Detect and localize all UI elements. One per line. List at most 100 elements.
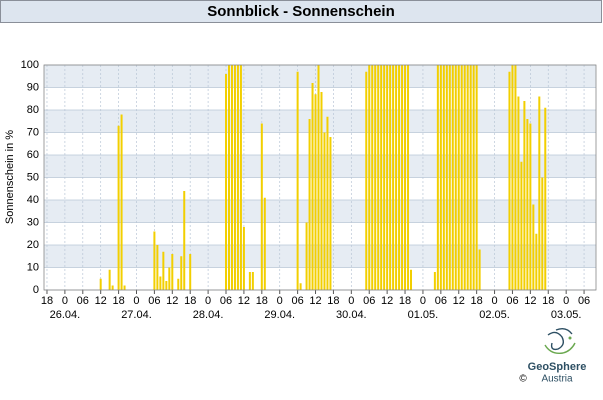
x-tick-label: 18 (112, 295, 124, 307)
bar (398, 65, 401, 290)
x-tick-label: 12 (309, 295, 321, 307)
bar (99, 278, 102, 290)
bar (251, 272, 254, 290)
x-tick-label: 0 (420, 295, 426, 307)
date-label: 01.05. (408, 309, 439, 321)
date-label: 30.04. (336, 309, 367, 321)
x-tick-label: 06 (220, 295, 232, 307)
x-tick-label: 12 (238, 295, 250, 307)
bar (404, 65, 407, 290)
bar (454, 65, 457, 290)
bar (535, 233, 538, 290)
bar (236, 65, 239, 290)
bar (445, 65, 448, 290)
x-tick-label: 18 (327, 295, 339, 307)
plot-frame (43, 64, 597, 291)
y-tick-label: 0 (33, 284, 39, 296)
logo-swirl (544, 342, 576, 355)
y-tick-label: 100 (21, 59, 39, 71)
copyright: © (519, 374, 527, 385)
x-tick-label: 0 (62, 295, 68, 307)
bar (523, 101, 526, 290)
bar (439, 65, 442, 290)
bar (248, 272, 251, 290)
logo (544, 327, 576, 355)
x-tick-label: 18 (542, 295, 554, 307)
chart-title: Sonnblick - Sonnenschein (207, 3, 395, 20)
bar (153, 231, 156, 290)
date-label: 03.05. (551, 309, 582, 321)
bar (311, 83, 314, 290)
y-tick-label: 70 (27, 126, 39, 138)
bar (517, 96, 520, 290)
bar (171, 254, 174, 290)
bar (123, 285, 126, 290)
x-tick-label: 0 (348, 295, 354, 307)
y-tick-label: 30 (27, 216, 39, 228)
bar (374, 65, 377, 290)
bar (120, 114, 123, 290)
x-tick-label: 0 (563, 295, 569, 307)
bar (448, 65, 451, 290)
x-tick-label: 06 (291, 295, 303, 307)
x-tick-label: 06 (77, 295, 89, 307)
x-tick-label: 12 (166, 295, 178, 307)
header-bar (0, 0, 602, 23)
bar (320, 92, 323, 290)
bar (299, 283, 302, 290)
logo-name: GeoSphere (528, 361, 587, 373)
bar (383, 65, 386, 290)
bar (514, 65, 517, 290)
y-tick-label: 10 (27, 261, 39, 273)
date-label: 28.04. (193, 309, 224, 321)
x-tick-label: 06 (578, 295, 590, 307)
y-tick-label: 20 (27, 239, 39, 251)
bar (466, 65, 469, 290)
bar (168, 267, 171, 290)
bar (225, 74, 228, 290)
bar (469, 65, 472, 290)
bar (544, 107, 547, 290)
y-tick-label: 90 (27, 81, 39, 93)
logo-swirl (555, 327, 573, 335)
logo-sub: Austria (541, 374, 573, 385)
bar (326, 116, 329, 290)
x-tick-label: 12 (453, 295, 465, 307)
bar (377, 65, 380, 290)
bar (329, 137, 332, 290)
logo-dot (568, 336, 572, 340)
bar (526, 119, 529, 290)
bar (410, 269, 413, 290)
date-label: 27.04. (121, 309, 152, 321)
x-tick-label: 12 (95, 295, 107, 307)
bar (520, 161, 523, 290)
bar (165, 281, 168, 290)
bar (317, 65, 320, 290)
bar (368, 65, 371, 290)
y-tick-label: 80 (27, 104, 39, 116)
x-tick-label: 18 (256, 295, 268, 307)
bar (263, 197, 266, 290)
bar (180, 256, 183, 290)
bar (380, 65, 383, 290)
bar (242, 227, 245, 290)
bar (314, 94, 317, 290)
date-label: 02.05. (479, 309, 510, 321)
bar (463, 65, 466, 290)
x-tick-label: 18 (471, 295, 483, 307)
bar (386, 65, 389, 290)
bar (308, 119, 311, 290)
x-tick-label: 06 (506, 295, 518, 307)
bar (371, 65, 374, 290)
x-tick-label: 0 (277, 295, 283, 307)
x-tick-label: 06 (435, 295, 447, 307)
bar (451, 65, 454, 290)
bar (111, 285, 114, 290)
date-label: 29.04. (264, 309, 295, 321)
bar (159, 276, 162, 290)
y-tick-label: 40 (27, 194, 39, 206)
bar (433, 272, 436, 290)
bar (436, 65, 439, 290)
bar (365, 71, 368, 290)
